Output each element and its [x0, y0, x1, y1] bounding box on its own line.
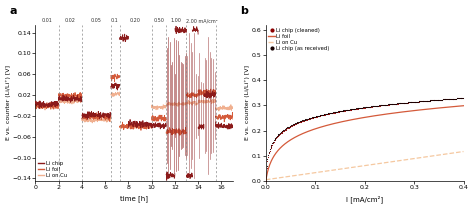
X-axis label: time [h]: time [h]: [120, 196, 148, 203]
X-axis label: I [mA/cm²]: I [mA/cm²]: [346, 196, 383, 203]
Text: b: b: [240, 6, 248, 16]
Text: a: a: [9, 6, 17, 16]
Y-axis label: E vs. counter (Li/Li⁺) [V]: E vs. counter (Li/Li⁺) [V]: [6, 65, 11, 140]
Legend: Li chip (cleaned), Li foil, Li on Cu, Li chip (as received): Li chip (cleaned), Li foil, Li on Cu, Li…: [268, 28, 330, 51]
Legend: Li chip, Li foil, Li on Cu: Li chip, Li foil, Li on Cu: [38, 161, 67, 178]
Y-axis label: E vs. counter (Li/Li⁺) [V]: E vs. counter (Li/Li⁺) [V]: [245, 65, 250, 140]
